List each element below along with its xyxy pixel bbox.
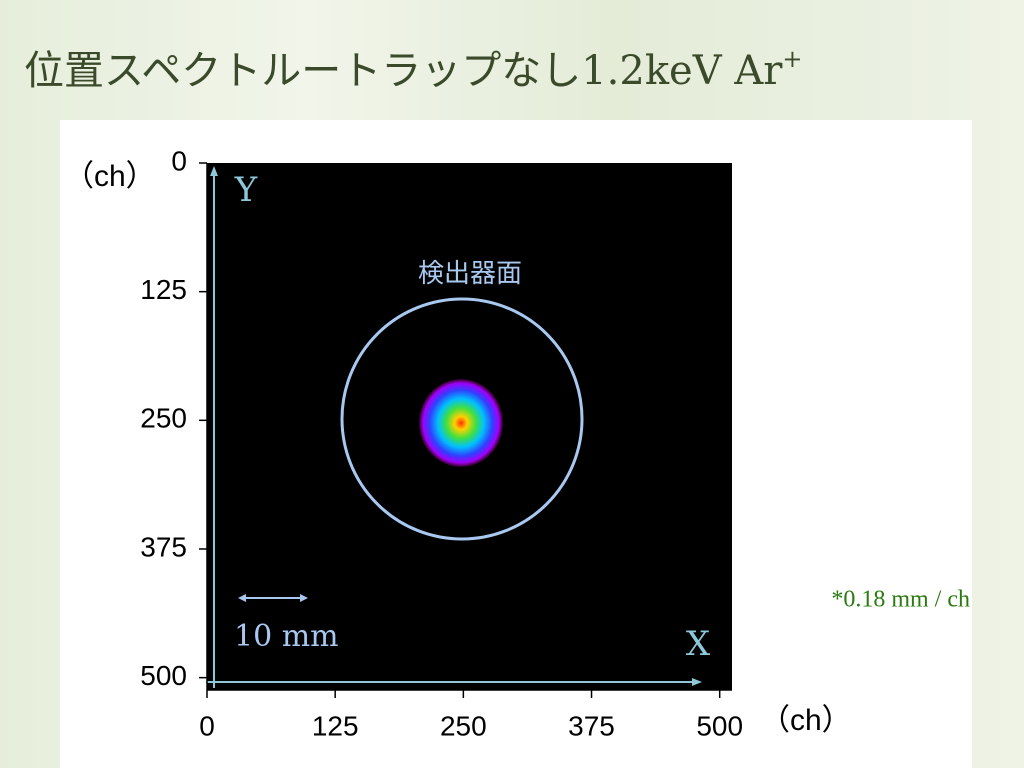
scale-note: *0.18 mm / ch <box>831 587 970 613</box>
x-tick-label: 375 <box>568 710 615 741</box>
x-tick-label: 125 <box>312 710 359 741</box>
x-arrow-head <box>692 678 702 686</box>
y-unit: （ch） <box>64 160 156 193</box>
y-tick-label: 375 <box>140 531 187 562</box>
x-tick-label: 250 <box>440 710 487 741</box>
x-tick-label: 0 <box>199 710 215 741</box>
y-arrow-label: Y <box>234 170 258 210</box>
x-unit: （ch） <box>760 704 852 737</box>
x-arrow-label: X <box>686 624 711 664</box>
scale-bar-head <box>238 594 246 602</box>
x-tick-label: 500 <box>696 710 743 741</box>
title-superscript: + <box>782 45 802 73</box>
y-tick-label: 125 <box>140 274 187 305</box>
y-tick-label: 250 <box>140 403 187 434</box>
y-arrow-head <box>210 166 218 176</box>
detector-circle <box>340 297 584 541</box>
y-tick-label: 500 <box>140 660 187 691</box>
scale-bar-label: 10 mm <box>234 619 339 654</box>
detector-label: 検出器面 <box>418 258 522 288</box>
title: 位置スペクトルートラップなし1.2keV Ar+ <box>24 45 802 95</box>
scale-bar-head <box>300 594 308 602</box>
y-tick-label: 0 <box>171 145 187 176</box>
ion-spot <box>419 379 503 467</box>
title-text: 位置スペクトルートラップなし1.2keV Ar <box>24 48 783 94</box>
